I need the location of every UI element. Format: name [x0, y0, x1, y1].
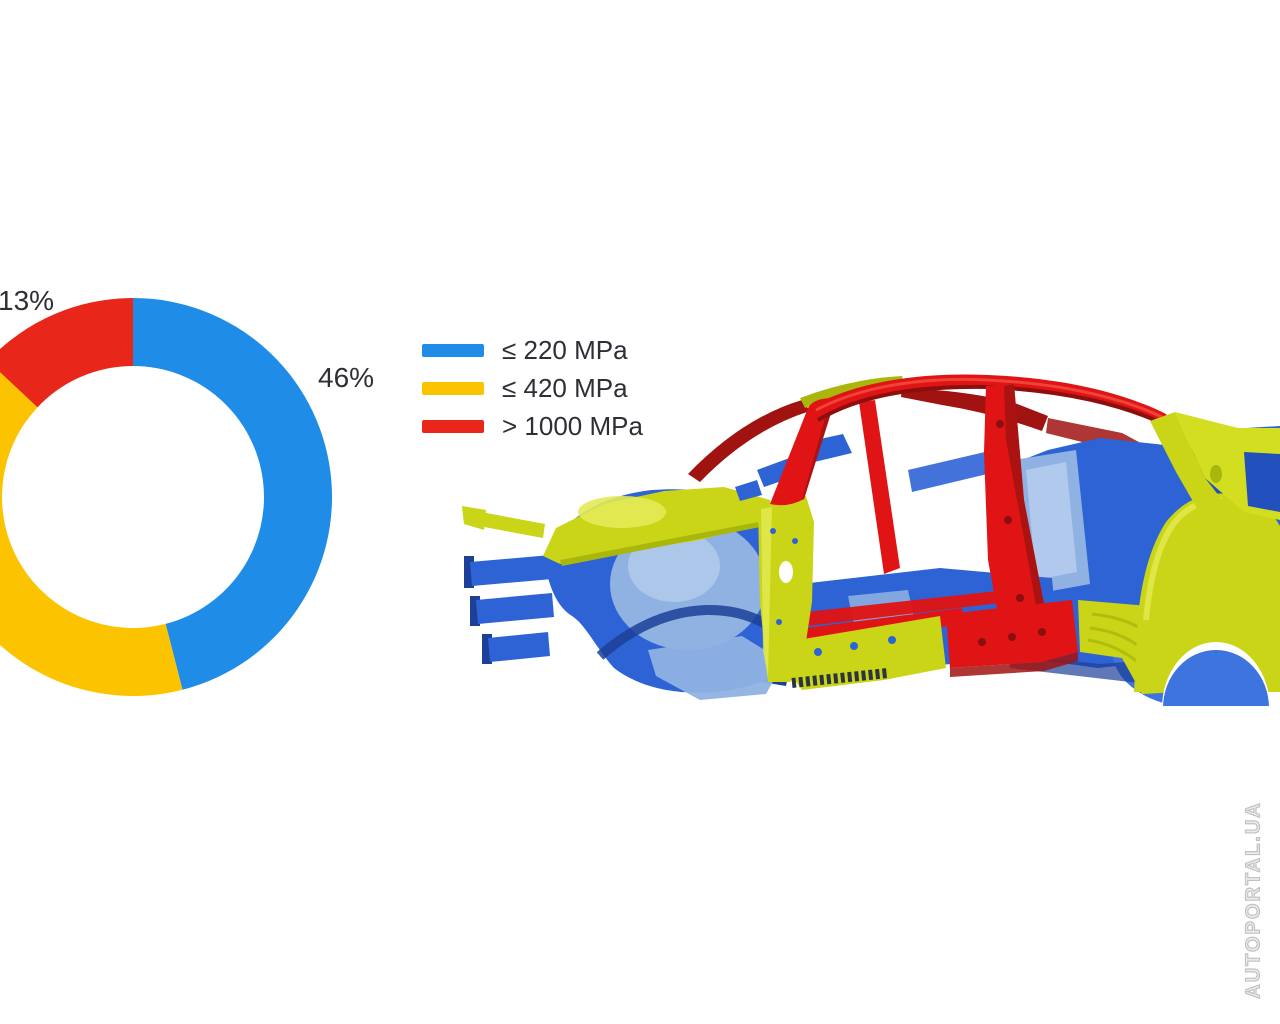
donut-segment	[133, 298, 333, 690]
car-a-pillar-red	[770, 397, 836, 506]
donut-segment	[0, 372, 183, 696]
car-hinge-pillar-lime	[758, 496, 814, 682]
legend-swatch-red	[422, 419, 484, 433]
legend-label-220: ≤ 220 MPa	[502, 334, 628, 365]
car-front-rails	[464, 554, 564, 664]
car-b-pillar-red	[984, 384, 1058, 658]
donut-label-blue: 46%	[318, 362, 375, 393]
chart-legend: ≤ 220 MPa ≤ 420 MPa > 1000 MPa	[422, 331, 643, 445]
car-cowl-lime	[462, 434, 852, 566]
legend-swatch-yellow	[422, 381, 484, 395]
donut-segments	[0, 298, 333, 696]
legend-label-420: ≤ 420 MPa	[502, 372, 628, 403]
legend-row-420: ≤ 420 MPa	[422, 369, 643, 407]
car-sill	[786, 600, 1078, 690]
car-rear-wheel-arch-lime	[1134, 493, 1280, 774]
legend-row-1000: > 1000 MPa	[422, 407, 643, 445]
donut-segment	[0, 298, 133, 408]
legend-swatch-blue	[422, 343, 484, 357]
car-c-pillar-lime	[1150, 412, 1280, 524]
legend-label-1000: > 1000 MPa	[502, 410, 643, 441]
legend-row-220: ≤ 220 MPa	[422, 331, 643, 369]
watermark: AUTOPORTAL.UA	[1242, 801, 1265, 1000]
donut-label-red: 13%	[0, 285, 55, 316]
